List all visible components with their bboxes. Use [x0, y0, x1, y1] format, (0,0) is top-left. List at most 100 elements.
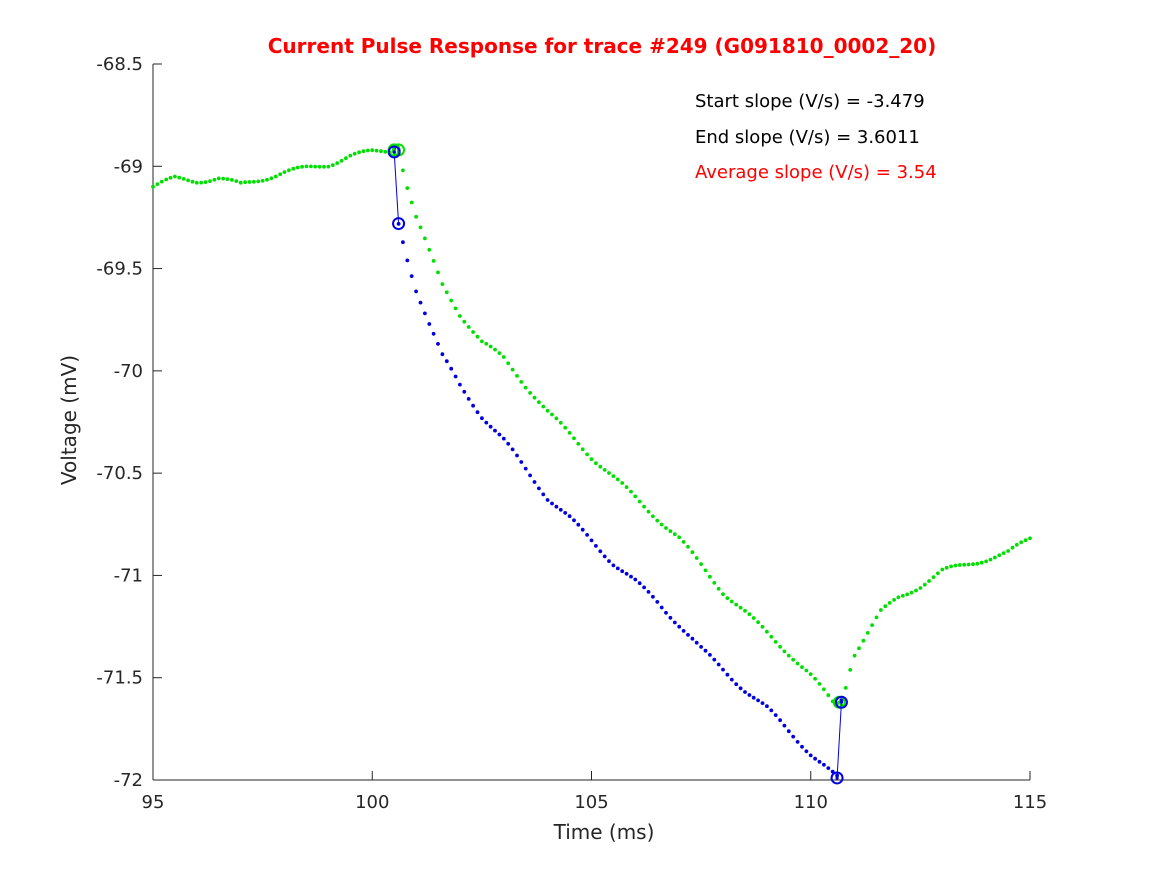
data-point — [335, 161, 340, 166]
y-tick-label: -71.5 — [96, 668, 143, 689]
data-point — [278, 172, 283, 177]
data-point — [291, 166, 296, 171]
data-point — [576, 441, 581, 446]
data-point — [651, 594, 655, 599]
data-point — [488, 424, 493, 429]
data-point — [843, 686, 848, 690]
data-point — [918, 586, 923, 590]
data-point — [401, 240, 405, 245]
x-tick-label: 95 — [142, 792, 165, 813]
data-point — [453, 306, 458, 311]
data-point — [808, 672, 813, 676]
data-point — [760, 624, 765, 629]
data-point — [580, 447, 585, 452]
x-tick-label: 110 — [794, 792, 828, 813]
data-point — [374, 148, 379, 153]
data-point — [436, 342, 440, 346]
data-point — [405, 186, 410, 191]
data-point — [747, 693, 752, 697]
data-point — [344, 156, 348, 161]
data-point — [686, 544, 690, 549]
data-point — [940, 567, 945, 572]
data-point — [729, 599, 734, 604]
data-point — [164, 177, 169, 182]
data-point — [944, 565, 949, 570]
y-tick-label: -71 — [114, 565, 143, 586]
y-tick-label: -70.5 — [96, 463, 143, 484]
data-point — [734, 682, 739, 687]
y-axis-label: Voltage (mV) — [57, 355, 81, 485]
data-point — [716, 586, 721, 591]
data-point — [168, 175, 173, 180]
data-point — [861, 638, 866, 643]
x-tick-label: 105 — [574, 792, 608, 813]
data-point — [668, 529, 673, 534]
data-point — [194, 180, 199, 185]
y-tick-label: -69 — [114, 156, 143, 177]
data-point — [997, 553, 1002, 558]
data-point — [822, 762, 826, 767]
data-point — [756, 698, 760, 703]
data-point — [409, 274, 414, 278]
data-point — [515, 374, 519, 378]
data-point — [598, 464, 603, 469]
data-point — [642, 585, 646, 590]
data-point — [598, 549, 603, 554]
data-point — [510, 447, 515, 452]
data-point — [703, 568, 708, 573]
data-point — [458, 382, 462, 387]
data-point — [326, 164, 331, 169]
data-point — [199, 180, 204, 185]
data-point — [558, 507, 563, 512]
data-point — [892, 598, 896, 602]
data-point — [585, 452, 589, 457]
chart-title: Current Pulse Response for trace #249 (G… — [268, 34, 936, 58]
data-point — [690, 636, 695, 641]
data-point — [339, 158, 344, 163]
data-point — [423, 236, 427, 241]
data-point — [729, 677, 734, 682]
data-point — [795, 661, 800, 666]
data-point — [1001, 551, 1006, 555]
endpoint-markers — [387, 143, 848, 785]
data-point — [690, 550, 695, 555]
data-point — [528, 473, 532, 478]
data-point — [532, 480, 537, 484]
data-point — [379, 149, 383, 154]
data-point — [883, 604, 888, 609]
data-point — [572, 436, 576, 441]
data-point — [480, 339, 484, 344]
data-point — [309, 164, 313, 169]
circle-marker-center — [837, 700, 841, 704]
data-point — [624, 485, 629, 489]
data-point — [615, 566, 620, 571]
data-point — [159, 179, 164, 184]
data-point — [501, 436, 506, 441]
data-point — [431, 259, 436, 263]
data-point — [471, 403, 475, 408]
data-point — [317, 164, 322, 169]
data-point — [637, 581, 642, 586]
data-point — [751, 616, 756, 620]
data-point — [203, 180, 208, 185]
data-point — [558, 420, 563, 425]
data-point — [699, 645, 703, 649]
data-point — [449, 298, 454, 303]
x-axis-label: Time (ms) — [553, 820, 655, 844]
data-point — [769, 634, 774, 639]
data-point — [519, 460, 524, 464]
data-point — [418, 300, 423, 305]
data-point — [462, 389, 467, 394]
data-point — [703, 648, 708, 653]
data-point — [822, 687, 826, 692]
data-point — [905, 592, 910, 597]
data-point — [646, 509, 651, 514]
data-point — [537, 400, 541, 405]
data-point — [295, 165, 300, 170]
data-point — [782, 723, 787, 728]
data-point — [554, 416, 559, 421]
data-point — [804, 749, 809, 754]
data-point — [585, 533, 589, 537]
data-point — [800, 744, 804, 749]
axes — [152, 63, 1031, 781]
